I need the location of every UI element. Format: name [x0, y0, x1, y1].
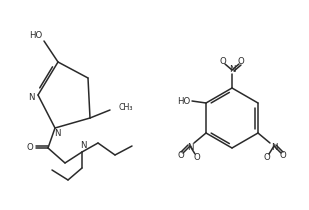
- Text: O: O: [194, 152, 201, 161]
- Text: HO: HO: [29, 30, 43, 39]
- Text: N: N: [54, 130, 60, 139]
- Text: O: O: [27, 143, 33, 152]
- Text: O: O: [178, 151, 184, 160]
- Text: HO: HO: [177, 97, 191, 105]
- Text: O: O: [280, 151, 286, 160]
- Text: O: O: [264, 152, 270, 161]
- Text: O: O: [220, 58, 226, 67]
- Text: N: N: [187, 143, 193, 151]
- Text: CH₃: CH₃: [118, 102, 133, 112]
- Text: O: O: [238, 58, 244, 67]
- Text: N: N: [229, 64, 235, 74]
- Text: N: N: [80, 142, 86, 151]
- Text: N: N: [271, 143, 277, 151]
- Text: N: N: [28, 92, 34, 101]
